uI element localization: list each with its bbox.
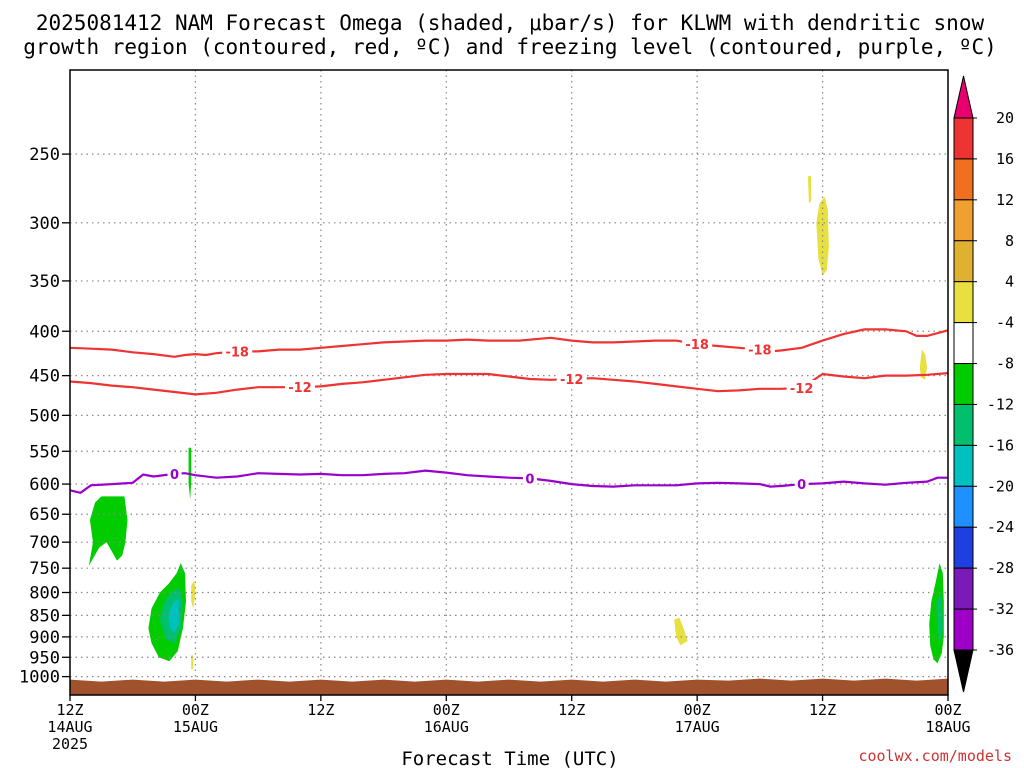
y-tick-label-1000: 1000 bbox=[19, 668, 60, 688]
colorbar-bottom-arrow bbox=[953, 649, 974, 693]
contour-label-bg bbox=[222, 343, 253, 359]
colorbar-label--36: -36 bbox=[987, 641, 1014, 659]
y-tick-label-250: 250 bbox=[29, 145, 60, 165]
y-tick-label-900: 900 bbox=[29, 628, 60, 648]
y-tick-label-600: 600 bbox=[29, 475, 60, 495]
x-tick-label: 12Z bbox=[307, 701, 334, 719]
x-tick-label: 12Z bbox=[56, 701, 83, 719]
colorbar-label--4: -4 bbox=[996, 314, 1014, 332]
contour-label-bg bbox=[284, 379, 315, 395]
x-tick-label: 00Z bbox=[684, 701, 711, 719]
colorbar-box bbox=[953, 199, 974, 242]
colorbar-label-4: 4 bbox=[1005, 273, 1014, 291]
y-tick-label-950: 950 bbox=[29, 648, 60, 668]
colorbar-label--24: -24 bbox=[987, 518, 1014, 536]
x-axis-title: Forecast Time (UTC) bbox=[401, 748, 618, 768]
colorbar-box bbox=[953, 403, 974, 446]
omega-region-yellow-800 bbox=[191, 580, 196, 609]
x-tick-label: 15AUG bbox=[173, 718, 218, 736]
colorbar-box bbox=[953, 240, 974, 283]
contour-line--18 bbox=[69, 328, 949, 358]
contour-label-0: 0 bbox=[525, 472, 534, 487]
x-tick-label: 00Z bbox=[182, 701, 209, 719]
y-tick-label-700: 700 bbox=[29, 533, 60, 553]
chart-title-line1: 2025081412 NAM Forecast Omega (shaded, μ… bbox=[36, 11, 985, 35]
omega-region-yellow-265 bbox=[807, 176, 812, 204]
colorbar-label-8: 8 bbox=[1005, 232, 1014, 250]
plot-frame bbox=[69, 69, 949, 696]
y-tick-label-850: 850 bbox=[29, 606, 60, 626]
contour-label-bg bbox=[167, 465, 182, 481]
colorbar-label--8: -8 bbox=[996, 355, 1014, 373]
colorbar-top-arrow bbox=[953, 75, 974, 119]
omega-region-yellow-960 bbox=[191, 655, 194, 669]
colorbar-box bbox=[953, 567, 974, 610]
ground-surface bbox=[70, 678, 948, 695]
contour-label--12: -12 bbox=[288, 381, 312, 396]
chart-title-line2: growth region (contoured, red, ºC) and f… bbox=[23, 35, 997, 59]
contour-label-bg bbox=[522, 470, 537, 486]
y-tick-label-350: 350 bbox=[29, 272, 60, 292]
x-tick-label: 18AUG bbox=[925, 718, 970, 736]
omega-region-yellow-440 bbox=[919, 349, 928, 380]
colorbar-box bbox=[953, 363, 974, 405]
colorbar-label-20: 20 bbox=[996, 109, 1014, 127]
contour-label-bg bbox=[794, 476, 809, 492]
colorbar-box bbox=[953, 444, 974, 487]
contour-label-bg bbox=[682, 336, 713, 352]
y-tick-label-450: 450 bbox=[29, 367, 60, 387]
y-tick-label-550: 550 bbox=[29, 442, 60, 462]
colorbar-box bbox=[953, 117, 974, 160]
contour-label-0: 0 bbox=[170, 468, 179, 483]
x-tick-label: 2025 bbox=[52, 735, 88, 753]
colorbar-label-12: 12 bbox=[996, 191, 1014, 209]
y-tick-label-300: 300 bbox=[29, 214, 60, 234]
contour-label--18: -18 bbox=[748, 344, 772, 359]
colorbar-box bbox=[953, 485, 974, 528]
y-tick-label-750: 750 bbox=[29, 559, 60, 579]
colorbar-label--28: -28 bbox=[987, 559, 1014, 577]
x-tick-label: 00Z bbox=[433, 701, 460, 719]
colorbar-box bbox=[953, 322, 974, 365]
colorbar-box bbox=[953, 526, 974, 569]
y-tick-label-500: 500 bbox=[29, 406, 60, 426]
x-tick-label: 12Z bbox=[558, 701, 585, 719]
x-tick-label: 14AUG bbox=[47, 718, 92, 736]
contour-label--18: -18 bbox=[225, 345, 249, 360]
y-tick-label-650: 650 bbox=[29, 505, 60, 525]
colorbar-label--16: -16 bbox=[987, 436, 1014, 454]
colorbar-label--12: -12 bbox=[987, 395, 1014, 413]
colorbar-box bbox=[953, 281, 974, 324]
contour-label--18: -18 bbox=[685, 338, 709, 353]
credit-text: coolwx.com/models bbox=[858, 747, 1012, 765]
omega-region-teal-850-end bbox=[936, 592, 943, 646]
y-tick-label-400: 400 bbox=[29, 322, 60, 342]
contour-label-bg bbox=[556, 370, 587, 386]
contour-label-bg bbox=[744, 341, 775, 357]
omega-region-yellow-880 bbox=[674, 617, 688, 646]
x-tick-label: 17AUG bbox=[675, 718, 720, 736]
contour-label--12: -12 bbox=[560, 373, 584, 388]
colorbar-box bbox=[953, 608, 974, 651]
contour-label-0: 0 bbox=[797, 478, 806, 493]
colorbar-label--20: -20 bbox=[987, 477, 1014, 495]
colorbar-label--32: -32 bbox=[987, 600, 1014, 618]
y-tick-label-800: 800 bbox=[29, 584, 60, 604]
colorbar-box bbox=[953, 158, 974, 201]
x-tick-label: 12Z bbox=[809, 701, 836, 719]
contour-label-bg bbox=[786, 380, 817, 396]
contour-label--12: -12 bbox=[790, 382, 814, 397]
x-tick-label: 16AUG bbox=[424, 718, 469, 736]
x-tick-label: 00Z bbox=[934, 701, 961, 719]
omega-region-cyan-850 bbox=[168, 599, 179, 633]
colorbar-label-16: 16 bbox=[996, 150, 1014, 168]
